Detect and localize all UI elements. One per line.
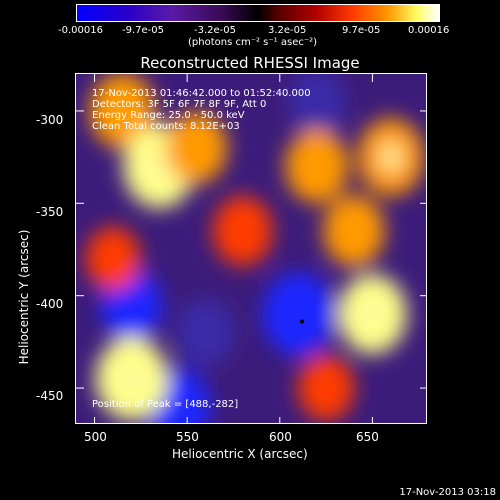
bright-region-core xyxy=(362,300,383,329)
x-tick-label: 550 xyxy=(176,430,199,444)
peak-position-label: Position of Peak = [488,-282] xyxy=(92,399,239,410)
colorbar-tick: 9.7e-05 xyxy=(342,25,381,36)
heatmap-regions xyxy=(85,74,425,423)
colorbar-tick: 3.2e-05 xyxy=(268,25,307,36)
dark-region xyxy=(176,298,235,367)
x-tick-label: 600 xyxy=(269,430,292,444)
timestamp: 17-Nov-2013 03:18 xyxy=(399,487,496,498)
heatmap-image xyxy=(76,74,426,423)
colorbar-tick: -3.2e-05 xyxy=(194,25,236,36)
info-detectors: Detectors: 3F 5F 6F 7F 8F 9F, Att 0 xyxy=(92,99,267,110)
colorbar-tick: 0.00016 xyxy=(408,25,450,36)
bright-region xyxy=(212,196,273,267)
x-tick-label: 650 xyxy=(356,430,379,444)
info-time-range: 17-Nov-2013 01:46:42.000 to 01:52:40.000 xyxy=(92,88,311,99)
bright-region xyxy=(165,111,228,184)
y-tick-label: -350 xyxy=(36,205,64,219)
bright-region xyxy=(85,226,141,291)
y-tick-label: -450 xyxy=(36,389,64,403)
bright-region xyxy=(323,195,385,268)
x-axis-label: Heliocentric X (arcsec) xyxy=(172,447,308,461)
x-tick-label: 500 xyxy=(84,430,107,444)
bright-region-core xyxy=(380,143,401,172)
peak-marker xyxy=(300,319,305,324)
y-tick-label: -300 xyxy=(36,113,64,127)
y-tick-label: -400 xyxy=(36,297,64,311)
bright-region xyxy=(297,355,355,422)
bright-region xyxy=(89,74,155,149)
bright-region xyxy=(285,129,349,204)
colorbar-tick: -9.7e-05 xyxy=(122,25,164,36)
dark-region xyxy=(288,74,345,135)
info-counts: Clean Total counts: 8.12E+03 xyxy=(92,121,240,132)
y-axis-label: Heliocentric Y (arcsec) xyxy=(17,229,31,365)
info-energy-range: Energy Range: 25.0 - 50.0 keV xyxy=(92,110,245,121)
bright-region-core xyxy=(149,152,170,181)
colorbar xyxy=(76,4,440,22)
bright-region-core xyxy=(121,364,142,393)
chart-title: Reconstructed RHESSI Image xyxy=(140,54,360,72)
colorbar-tick: -0.00016 xyxy=(58,25,103,36)
plot-area: 17-Nov-2013 01:46:42.000 to 01:52:40.000… xyxy=(75,73,427,424)
colorbar-units: (photons cm⁻² s⁻¹ asec⁻²) xyxy=(188,37,318,48)
dark-region xyxy=(262,272,335,357)
